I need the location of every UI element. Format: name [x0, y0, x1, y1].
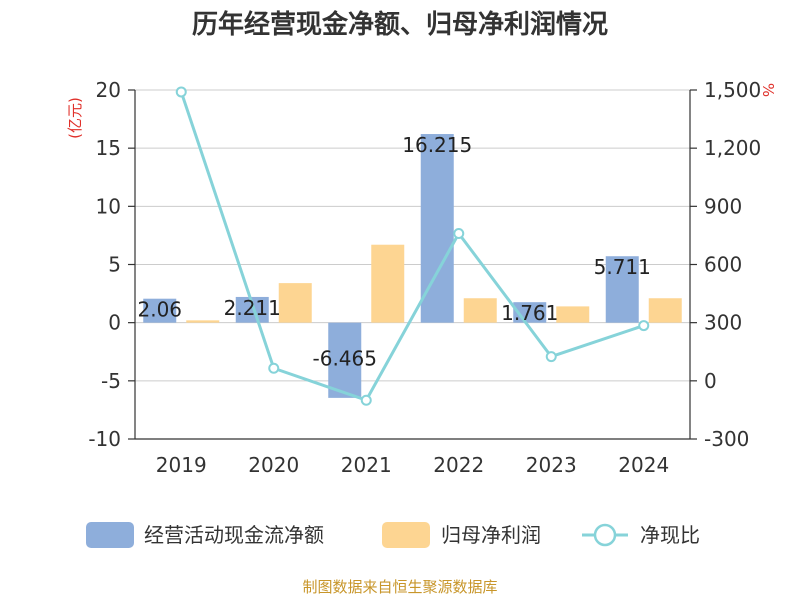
legend-label-cashflow: 经营活动现金流净额: [144, 523, 324, 547]
data-labels: 2.06 2.211 -6.465 16.215 1.761 5.711: [137, 133, 650, 371]
x-tick-label: 2019: [156, 453, 207, 477]
bar-profit: [278, 283, 312, 323]
left-tick-label: -5: [101, 369, 121, 393]
bar-cashflow: [328, 322, 362, 398]
data-label-cashflow: 2.211: [224, 296, 281, 320]
bar-cashflow: [143, 298, 177, 323]
data-source: 制图数据来自恒生聚源数据库: [302, 578, 497, 596]
right-tick-label: 1,200: [704, 136, 761, 160]
left-tick-label: -10: [88, 427, 121, 451]
left-tick-label: 20: [96, 78, 121, 102]
chart-title: 历年经营现金净额、归母净利润情况: [192, 9, 608, 40]
left-tick-label: 10: [96, 194, 121, 218]
right-tick-label: 600: [704, 253, 742, 277]
x-tick-label: 2023: [526, 453, 577, 477]
left-tick-label: 5: [108, 253, 121, 277]
left-tick-label: 0: [108, 311, 121, 335]
right-tick-label: 900: [704, 194, 742, 218]
ratio-point: [453, 227, 465, 239]
x-tick-label: 2022: [433, 453, 484, 477]
bar-profit: [556, 306, 590, 323]
legend-swatch-profit: [382, 522, 430, 548]
legend-label-profit: 归母净利润: [441, 523, 541, 547]
ratio-point: [175, 86, 187, 98]
ratio-line: [175, 86, 650, 406]
ratio-point: [545, 351, 557, 363]
ratio-line-path: [179, 91, 645, 403]
bar-profit: [186, 320, 220, 323]
right-tick-label: -300: [704, 427, 749, 451]
data-label-cashflow: 2.06: [137, 298, 182, 322]
right-axis-unit: %: [759, 83, 777, 97]
x-tick-label: 2020: [248, 453, 299, 477]
right-tick-label: 300: [704, 311, 742, 335]
legend: 经营活动现金流净额 归母净利润 净现比: [86, 522, 700, 548]
right-tick-label: 1,500: [704, 78, 761, 102]
left-axis-unit: (亿元): [66, 97, 84, 139]
bar-profit: [371, 244, 405, 323]
data-label-cashflow: 16.215: [402, 133, 472, 157]
left-tick-label: 15: [96, 136, 121, 160]
data-label-cashflow: 1.761: [501, 301, 558, 325]
axes: 20 15 10 5 0 -5 -10 1,500 1,200 900 600 300 0 -300 201…: [88, 78, 761, 477]
ratio-point: [268, 362, 280, 374]
ratio-point: [638, 320, 650, 332]
legend-label-ratio: 净现比: [640, 523, 700, 547]
legend-marker-ratio: [593, 523, 617, 547]
right-tick-label: 0: [704, 369, 717, 393]
bar-cashflow: [605, 256, 639, 323]
bar-profit: [463, 298, 497, 323]
data-label-cashflow: -6.465: [313, 347, 377, 371]
ratio-point: [360, 394, 372, 406]
x-tick-label: 2021: [341, 453, 392, 477]
x-tick-label: 2024: [618, 453, 669, 477]
legend-swatch-cashflow: [86, 522, 134, 548]
data-label-cashflow: 5.711: [594, 255, 651, 279]
bar-profit: [648, 298, 682, 323]
